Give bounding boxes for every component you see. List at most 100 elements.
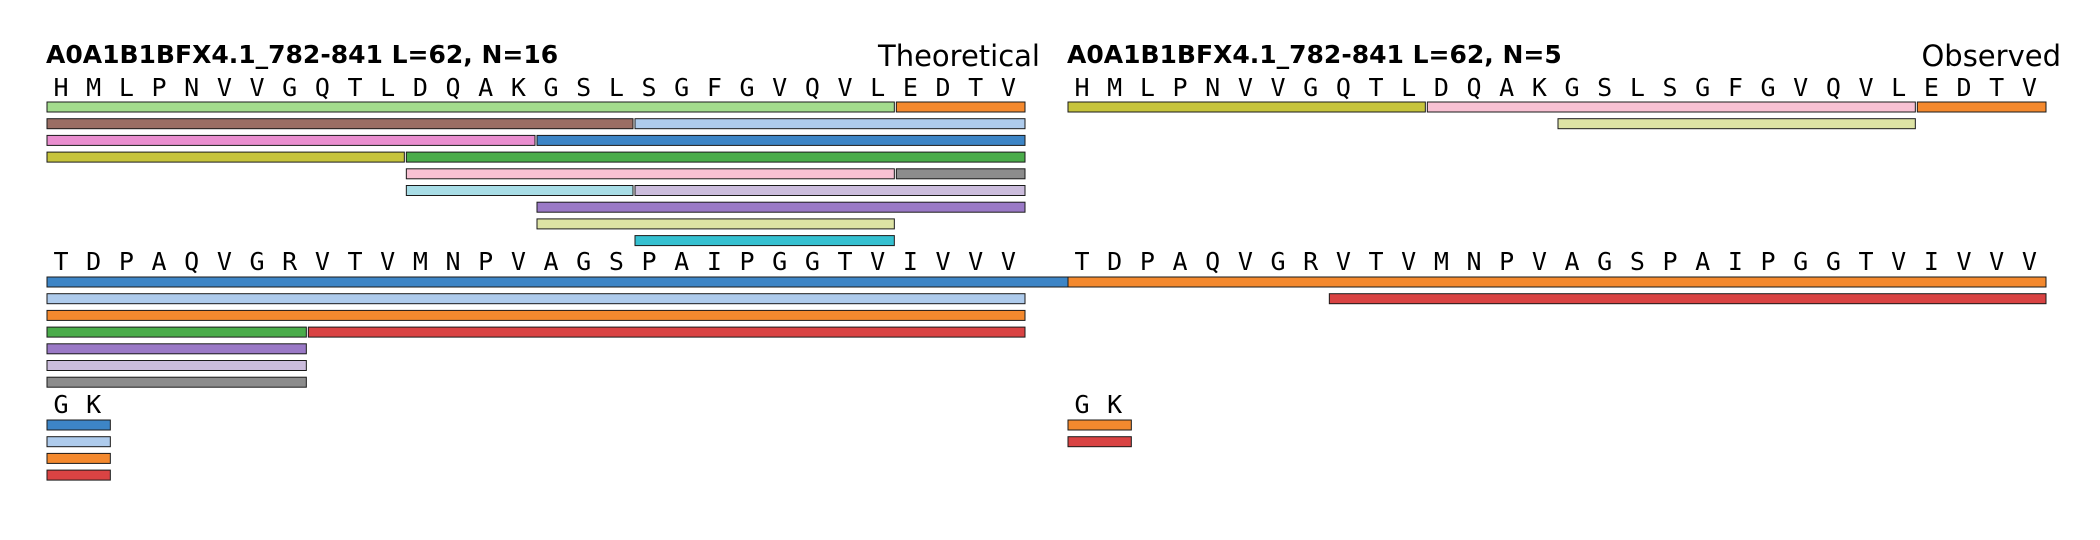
residue-letter: Q xyxy=(1826,73,1841,102)
residue-letter: L xyxy=(1140,73,1155,102)
residue-letter: V xyxy=(1001,73,1016,102)
residue-letter: P xyxy=(740,247,755,276)
residue-letter: E xyxy=(903,73,918,102)
residue-letter: P xyxy=(1761,247,1776,276)
residue-letter: T xyxy=(348,73,363,102)
residue-letter: F xyxy=(1728,73,1743,102)
peptide-bar xyxy=(46,343,307,355)
residue-letter: S xyxy=(642,73,657,102)
residue-letter: G xyxy=(54,390,69,419)
peptide-bar xyxy=(536,218,895,230)
residue-letter: Q xyxy=(1467,73,1482,102)
residue-letter: V xyxy=(968,247,983,276)
theoretical-panel: A0A1B1BFX4.1_782-841 L=62, N=16 Theoreti… xyxy=(46,39,1091,481)
residue-letter: E xyxy=(1924,73,1939,102)
peptide-bar xyxy=(46,436,111,448)
residue-letter: L xyxy=(609,73,624,102)
residue-letter: T xyxy=(1989,73,2004,102)
residue-letter: P xyxy=(152,73,167,102)
residue-letter: R xyxy=(1303,247,1319,276)
residue-letter: V xyxy=(1957,247,1972,276)
peptide-bar xyxy=(46,309,1026,321)
residue-letter: G xyxy=(1826,247,1841,276)
residue-letter: V xyxy=(1891,247,1906,276)
residue-letter: K xyxy=(1532,73,1547,102)
peptide-bar xyxy=(634,235,895,247)
peptide-bar xyxy=(46,134,536,146)
residue-letter: Q xyxy=(1205,247,1220,276)
residue-letter: V xyxy=(1001,247,1016,276)
residue-letter: M xyxy=(1107,73,1122,102)
peptide-bar xyxy=(46,326,307,338)
residue-letter: A xyxy=(674,247,689,276)
residue-letter: Q xyxy=(805,73,820,102)
residue-letter: L xyxy=(870,73,885,102)
peptide-bar xyxy=(895,101,1026,113)
residue-letter: F xyxy=(707,73,722,102)
residue-letter: K xyxy=(511,73,526,102)
residue-letter: L xyxy=(1630,73,1645,102)
residue-letter: D xyxy=(1434,73,1449,102)
residue-letter: Q xyxy=(184,247,199,276)
observed-panel: A0A1B1BFX4.1_782-841 L=62, N=5 Observed … xyxy=(1067,39,2061,448)
residue-letter: G xyxy=(544,73,559,102)
residue-letter: S xyxy=(1597,73,1612,102)
peptide-bar xyxy=(536,134,1026,146)
residue-letter: H xyxy=(54,73,69,102)
residue-letter: V xyxy=(1336,247,1351,276)
residue-letter: S xyxy=(576,73,591,102)
residue-letter: H xyxy=(1075,73,1090,102)
residue-letter: V xyxy=(315,247,330,276)
residue-letter: V xyxy=(217,247,232,276)
residue-letter: V xyxy=(838,73,853,102)
residue-letter: Q xyxy=(446,73,461,102)
residue-letter: T xyxy=(348,247,363,276)
residue-letter: D xyxy=(413,73,428,102)
peptide-bar xyxy=(895,168,1026,180)
residue-letter: G xyxy=(1761,73,1776,102)
peptide-bar xyxy=(46,452,111,464)
residue-letter: P xyxy=(1499,247,1514,276)
residue-letter: D xyxy=(1957,73,1972,102)
residue-letter: D xyxy=(86,247,101,276)
residue-letter: A xyxy=(1565,247,1580,276)
peptide-bar xyxy=(634,185,1026,196)
residue-letter: T xyxy=(1859,247,1874,276)
residue-letter: L xyxy=(1891,73,1906,102)
residue-letter: K xyxy=(1107,390,1122,419)
peptide-bar xyxy=(405,185,634,196)
residue-letter: L xyxy=(119,73,134,102)
residue-letter: G xyxy=(805,247,820,276)
residue-letter: T xyxy=(1369,73,1384,102)
peptide-bar xyxy=(46,376,307,388)
residue-letter: T xyxy=(838,247,853,276)
peptide-bar xyxy=(1067,101,1426,113)
residue-letter: D xyxy=(936,73,951,102)
peptide-bar xyxy=(307,326,1026,338)
residue-letter: N xyxy=(446,247,461,276)
residue-letter: N xyxy=(1467,247,1482,276)
residue-letter: G xyxy=(772,247,787,276)
panel-title: A0A1B1BFX4.1_782-841 L=62, N=16 xyxy=(46,40,558,69)
peptide-bar xyxy=(405,168,895,180)
residue-letter: S xyxy=(1663,73,1678,102)
residue-letter: G xyxy=(1695,73,1710,102)
residue-letter: P xyxy=(1140,247,1155,276)
residue-letter: P xyxy=(1663,247,1678,276)
residue-letter: G xyxy=(282,73,297,102)
residue-letter: G xyxy=(250,247,265,276)
residue-letter: Q xyxy=(1336,73,1351,102)
residue-letter: G xyxy=(576,247,591,276)
peptide-bar xyxy=(1067,276,2047,288)
peptide-bar xyxy=(634,118,1026,130)
residue-letter: V xyxy=(380,247,395,276)
residue-letter: G xyxy=(1565,73,1580,102)
residue-letter: P xyxy=(119,247,134,276)
peptide-bar xyxy=(1067,436,1132,448)
residue-letter: R xyxy=(282,247,298,276)
residue-letter: G xyxy=(1271,247,1286,276)
peptide-bar xyxy=(46,118,634,130)
residue-letter: P xyxy=(478,247,493,276)
residue-letter: V xyxy=(772,73,787,102)
